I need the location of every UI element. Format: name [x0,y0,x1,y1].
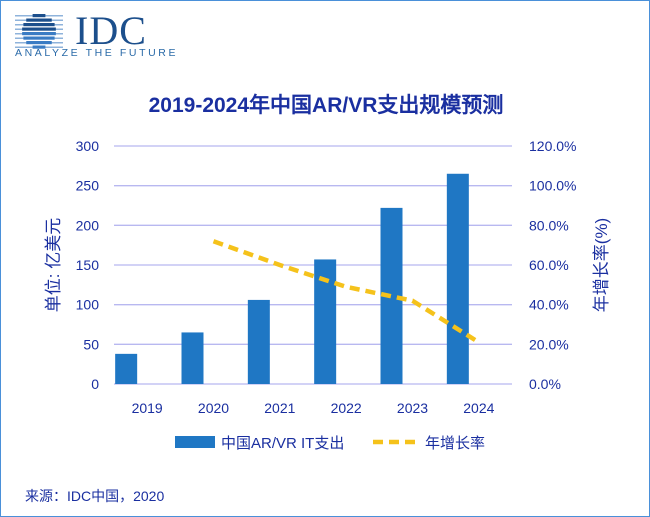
x-tick-label: 2024 [463,400,494,416]
y-axis-right-label: 年增长率(%) [592,218,611,312]
y-axis-left-label: 单位: 亿美元 [44,218,63,312]
x-tick-label: 2021 [264,400,295,416]
y-tick-left: 0 [91,376,99,392]
logo-globe-band [22,32,56,36]
y-tick-right: 100.0% [529,178,576,194]
legend-label-bar: 中国AR/VR IT支出 [221,435,344,452]
logo-globe-band [23,36,55,40]
y-tick-right: 0.0% [529,376,561,392]
legend-swatch-bar [175,436,215,448]
logo-tagline: ANALYZE THE FUTURE [15,47,179,59]
y-tick-right: 40.0% [529,297,569,313]
x-tick-label: 2022 [331,400,362,416]
logo-globe-band [32,14,46,18]
bar-2019 [115,353,138,384]
logo-globe-band [32,45,46,49]
y-tick-left: 150 [76,257,100,273]
x-tick-label: 2019 [132,400,163,416]
bar-2021 [247,299,270,384]
logo-globe-band [26,41,52,45]
x-tick-label: 2023 [397,400,428,416]
y-tick-left: 250 [76,178,100,194]
chart-title: 2019-2024年中国AR/VR支出规模预测 [148,94,504,117]
idc-logo: IDC [75,8,147,53]
y-tick-left: 300 [76,138,100,154]
y-tick-left: 100 [76,297,100,313]
bar-2022 [314,259,337,384]
y-tick-right: 20.0% [529,336,569,352]
logo-globe-band [23,23,55,27]
legend-label-line: 年增长率 [425,435,485,452]
y-tick-right: 80.0% [529,217,569,233]
logo-globe-band [26,18,52,22]
y-tick-left: 50 [83,336,99,352]
bar-2020 [181,332,204,384]
x-tick-label: 2020 [198,400,229,416]
y-tick-left: 200 [76,217,100,233]
y-tick-right: 60.0% [529,257,569,273]
bar-2024 [446,173,469,384]
bar-2023 [380,207,403,384]
y-tick-right: 120.0% [529,138,576,154]
logo-globe-band [22,27,56,31]
source-note: 来源：IDC中国，2020 [25,488,165,504]
